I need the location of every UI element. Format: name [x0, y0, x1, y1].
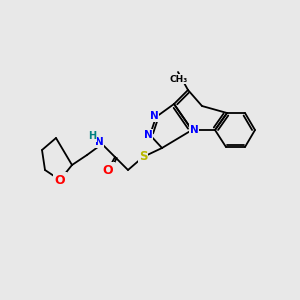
- Text: O: O: [103, 164, 113, 176]
- Text: CH₃: CH₃: [170, 74, 188, 83]
- Text: N: N: [190, 125, 198, 135]
- Text: N: N: [150, 111, 158, 121]
- Text: N: N: [144, 130, 152, 140]
- Text: H: H: [88, 131, 96, 141]
- Text: N: N: [94, 137, 103, 147]
- Text: S: S: [139, 151, 147, 164]
- Text: O: O: [55, 173, 65, 187]
